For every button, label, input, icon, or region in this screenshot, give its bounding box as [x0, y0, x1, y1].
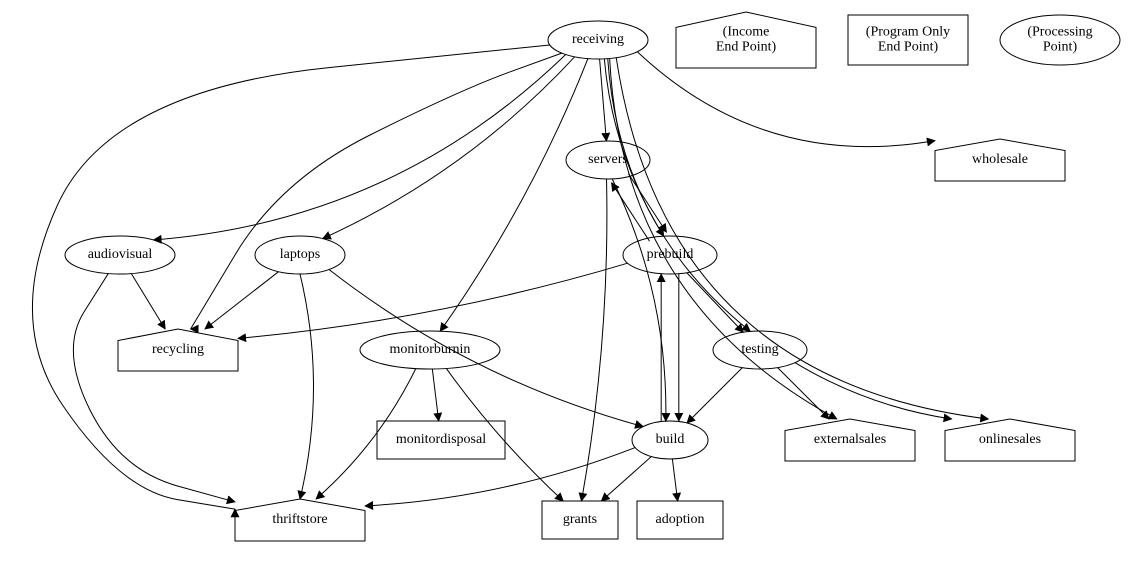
- edge-servers-build: [612, 179, 666, 421]
- node-label-build: build: [656, 432, 685, 447]
- node-label-recycling: recycling: [152, 342, 204, 357]
- node-label-thriftstore: thriftstore: [272, 512, 327, 527]
- edge-receiving-recycling: [191, 53, 562, 329]
- edge-servers-grants: [581, 179, 606, 501]
- edge-receiving-prebuild: [604, 59, 663, 236]
- node-label-prebuild: prebuild: [647, 247, 694, 262]
- edge-build-grants: [601, 457, 651, 501]
- node-label-wholesale: wholesale: [972, 152, 1028, 167]
- nodes-layer: [65, 12, 1120, 541]
- node-label-grants: grants: [563, 512, 597, 527]
- legend-processing-label: Point): [1043, 40, 1078, 55]
- legend-income-label: End Point): [716, 40, 777, 55]
- edge-receiving-audiovisual: [154, 55, 566, 240]
- flow-diagram: receiving servers wholesale audiovisual lapt…: [0, 0, 1128, 571]
- edge-testing-build: [687, 368, 742, 423]
- edge-audiovisual-recycling: [131, 274, 165, 329]
- node-label-laptops: laptops: [280, 247, 320, 262]
- node-label-monitordisposal: monitordisposal: [396, 432, 486, 447]
- edge-laptops-thriftstore: [300, 274, 314, 499]
- edge-testing-externalsales: [778, 368, 829, 419]
- edge-prebuild-recycling: [238, 263, 628, 338]
- edge-testing-onlinesales: [795, 363, 952, 419]
- legend-program-label: (Program Only: [866, 25, 950, 40]
- node-label-testing: testing: [741, 342, 778, 357]
- edge-receiving-onlinesales: [616, 58, 988, 419]
- node-label-onlinesales: onlinesales: [979, 432, 1041, 447]
- node-label-servers: servers: [588, 152, 628, 167]
- node-label-receiving: receiving: [572, 32, 624, 47]
- legend-income-label: (Income: [723, 25, 770, 40]
- node-label-externalsales: externalsales: [814, 432, 886, 447]
- edge-build-adoption: [672, 459, 677, 501]
- edge-receiving-laptops: [323, 57, 575, 239]
- labels-layer: receiving servers wholesale audiovisual lapt…: [88, 25, 1093, 528]
- edge-build-thriftstore: [365, 448, 635, 506]
- edge-receiving-wholesale: [637, 52, 935, 147]
- legend-processing-label: (Processing: [1027, 25, 1092, 40]
- node-label-monitorburnin: monitorburnin: [390, 342, 471, 357]
- edge-monitorburnin-monitordisposal: [432, 369, 438, 421]
- edge-audiovisual-thriftstore: [73, 274, 235, 502]
- node-label-adoption: adoption: [656, 512, 705, 527]
- edge-laptops-recycling: [205, 272, 279, 329]
- legend-program-label: End Point): [878, 40, 939, 55]
- node-label-audiovisual: audiovisual: [88, 247, 153, 262]
- edge-prebuild-servers: [612, 183, 650, 241]
